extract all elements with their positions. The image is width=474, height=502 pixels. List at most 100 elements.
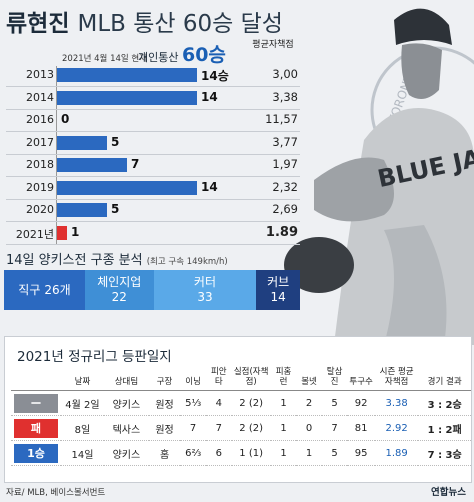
pitch-count: 26개: [44, 282, 71, 297]
wins-bar: [57, 180, 197, 195]
log-cell-date: 4월 2일: [60, 390, 104, 416]
wins-value-label: 5: [111, 134, 120, 149]
era-value: 1.89: [265, 224, 298, 240]
wins-value-label: 14승: [201, 69, 229, 83]
log-column-header: 피안타: [206, 367, 232, 391]
title-rest: MLB 통산 60승 달성: [77, 11, 283, 37]
pitcher-photo: TORONTO BLUE JA: [274, 0, 474, 345]
date-note: 2021년 4월 14일 현재: [62, 54, 148, 64]
career-total-label: 개인통산: [138, 51, 179, 64]
log-cell-r: 2 (2): [231, 415, 271, 441]
era-value: 3,00: [272, 67, 298, 81]
title-name: 류현진: [6, 11, 70, 37]
game-log-title: 2021년 정규리그 등판일지: [17, 349, 172, 365]
career-total: 개인통산 60승: [138, 40, 226, 67]
result-badge: ー: [13, 393, 58, 413]
result-cell: ー: [11, 390, 61, 416]
log-column-header: 경기 결과: [418, 367, 471, 391]
log-column-header: [11, 367, 61, 391]
era-value: 3,38: [272, 89, 298, 104]
log-cell-park: 원정: [148, 390, 181, 416]
log-cell-opp: 텍사스: [103, 415, 149, 441]
wins-value-label: 14: [201, 89, 218, 104]
log-cell-score: 3 : 2승: [418, 390, 471, 416]
log-column-header: 날짜: [60, 367, 104, 391]
wins-bar: [57, 90, 197, 105]
pitch-segment: 커브 14: [256, 270, 300, 310]
year-label: 2013: [26, 68, 54, 81]
log-column-header: 실점(자책점): [231, 367, 271, 391]
log-cell-ip: 7: [180, 415, 207, 441]
log-cell-park: 원정: [148, 415, 181, 441]
log-column-header: 구장: [148, 367, 181, 391]
pitch-count: 22: [111, 290, 127, 304]
row-divider: [6, 243, 300, 245]
row-divider: [6, 153, 300, 155]
wins-value-label: 5: [111, 202, 120, 216]
pitch-count: 14: [270, 290, 286, 304]
wins-bar: [57, 158, 127, 172]
log-cell-score: 7 : 3승: [418, 440, 471, 466]
log-cell-so: 7: [321, 415, 348, 441]
wins-bar: [57, 135, 107, 150]
pitch-segment: 직구 26개: [4, 270, 85, 310]
log-cell-np: 81: [347, 415, 375, 441]
result-cell: 1승: [11, 440, 61, 466]
year-label: 2018: [26, 158, 54, 171]
row-divider: [6, 176, 300, 177]
yonhap-logo: 연합뉴스: [431, 487, 466, 498]
log-cell-bb: 2: [296, 390, 322, 416]
log-cell-hr: 1: [270, 390, 297, 416]
era-value: 1,97: [272, 157, 298, 171]
source-note: 자료/ MLB, 베이스볼서번트: [6, 488, 106, 498]
page-title: 류현진 MLB 통산 60승 달성: [6, 4, 283, 38]
wins-value-label: 7: [131, 157, 140, 171]
log-cell-np: 92: [347, 390, 375, 416]
log-column-header: 탈삼진: [321, 367, 348, 391]
log-cell-r: 2 (2): [231, 390, 271, 416]
pitch-count: 33: [197, 290, 213, 304]
row-divider: [6, 221, 300, 222]
pitch-name: 체인지업: [97, 275, 142, 289]
wins-bar: [57, 225, 67, 240]
log-cell-era: 1.89: [374, 440, 419, 466]
year-label: 2019: [26, 180, 54, 194]
log-cell-date: 8일: [60, 415, 104, 441]
row-divider: [6, 86, 300, 87]
log-cell-hr: 1: [270, 440, 297, 466]
log-column-header: 볼넷: [296, 367, 322, 391]
era-value: 2,69: [272, 202, 298, 216]
log-cell-opp: 양키스: [103, 390, 149, 416]
wins-bar: [57, 203, 107, 217]
log-column-header: 상대팀: [103, 367, 149, 391]
pitch-title-text: 14일 양키스전 구종 분석: [6, 253, 143, 268]
log-cell-ip: 6⅔: [180, 440, 207, 466]
pitch-segment: 커터 33: [153, 270, 257, 310]
result-badge: 패: [13, 418, 58, 438]
era-value: 2,32: [272, 179, 298, 194]
pitch-analysis-title: 14일 양키스전 구종 분석 (최고 구속 149km/h): [6, 249, 228, 268]
log-column-header: 시즌 평균자책점: [374, 367, 419, 391]
log-cell-so: 5: [321, 390, 348, 416]
result-cell: 패: [11, 415, 61, 441]
pitch-name: 직구: [18, 282, 41, 297]
table-row: 패 8일 텍사스 원정 7 7 2 (2) 1 0 7 81 2.92 1 : 2패: [11, 415, 471, 441]
log-cell-h: 7: [206, 415, 232, 441]
log-cell-score: 1 : 2패: [418, 415, 471, 441]
log-column-header: 이닝: [180, 367, 207, 391]
log-cell-ip: 5⅓: [180, 390, 207, 416]
game-log-table: 날짜 상대팀 구장 이닝 피안타 실점(자책점) 피홈런 볼넷 탈삼진 투구수 시즌 평균자책점 경기…: [11, 367, 471, 466]
log-cell-opp: 양키스: [103, 440, 149, 466]
row-divider: [6, 131, 300, 132]
pitch-mix-bar: 직구 26개 체인지업 22 커터 33 커브 14: [4, 270, 300, 310]
wins-value-label: 1: [71, 224, 80, 239]
table-row: ー 4월 2일 양키스 원정 5⅓ 4 2 (2) 1 2 5 92 3.38 3 : 2승: [11, 390, 471, 416]
table-row: 1승 14일 양키스 홈 6⅔ 6 1 (1) 1 1 5 95 1.89 7 : 3승: [11, 440, 471, 466]
log-cell-bb: 0: [296, 415, 322, 441]
row-divider: [6, 198, 300, 200]
year-label: 2016: [26, 113, 54, 126]
log-cell-so: 5: [321, 440, 348, 466]
era-column-header: 평균자책점: [252, 40, 294, 50]
log-cell-h: 6: [206, 440, 232, 466]
year-label: 2021년: [15, 227, 54, 241]
